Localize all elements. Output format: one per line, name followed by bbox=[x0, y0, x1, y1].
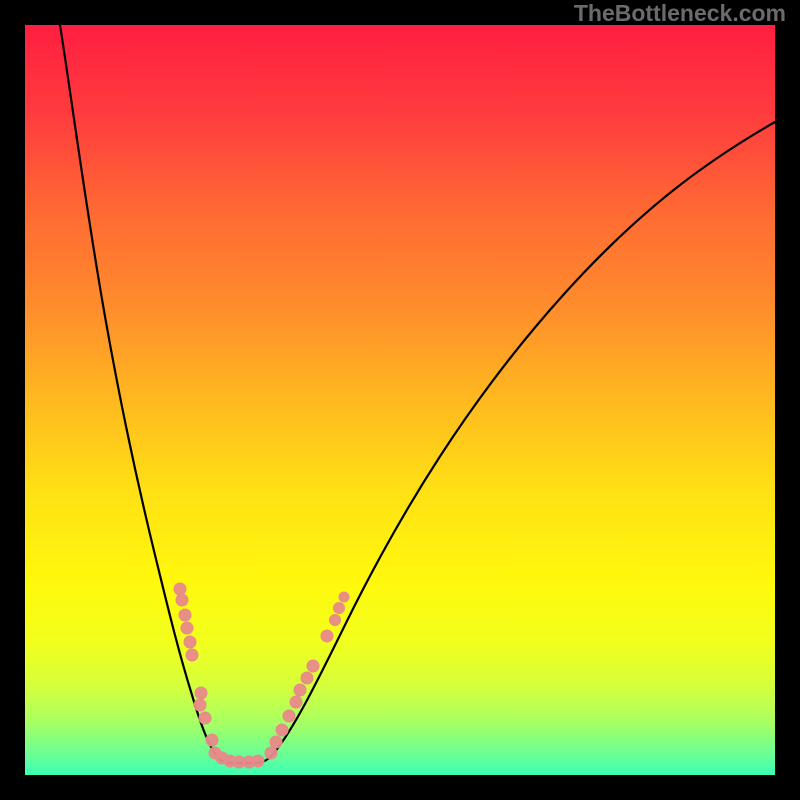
data-point bbox=[307, 660, 319, 672]
bottleneck-curve bbox=[60, 25, 775, 763]
data-point bbox=[195, 687, 207, 699]
data-point bbox=[321, 630, 333, 642]
data-point bbox=[301, 672, 313, 684]
data-point bbox=[330, 615, 341, 626]
data-point bbox=[186, 649, 198, 661]
data-point bbox=[294, 684, 306, 696]
data-point bbox=[176, 594, 188, 606]
watermark-text: TheBottleneck.com bbox=[574, 0, 786, 27]
data-point bbox=[252, 755, 264, 767]
data-point bbox=[276, 724, 288, 736]
data-point bbox=[290, 696, 302, 708]
data-point bbox=[184, 636, 196, 648]
data-point bbox=[194, 699, 206, 711]
data-point bbox=[206, 734, 218, 746]
data-point bbox=[270, 736, 282, 748]
data-point bbox=[181, 622, 193, 634]
chart-canvas: TheBottleneck.com bbox=[0, 0, 800, 800]
data-point-cluster bbox=[174, 583, 349, 768]
curve-layer bbox=[0, 0, 800, 800]
data-point bbox=[283, 710, 295, 722]
data-point bbox=[339, 592, 349, 602]
data-point bbox=[174, 583, 186, 595]
data-point bbox=[265, 747, 277, 759]
data-point bbox=[179, 609, 191, 621]
data-point bbox=[334, 603, 345, 614]
data-point bbox=[199, 712, 211, 724]
